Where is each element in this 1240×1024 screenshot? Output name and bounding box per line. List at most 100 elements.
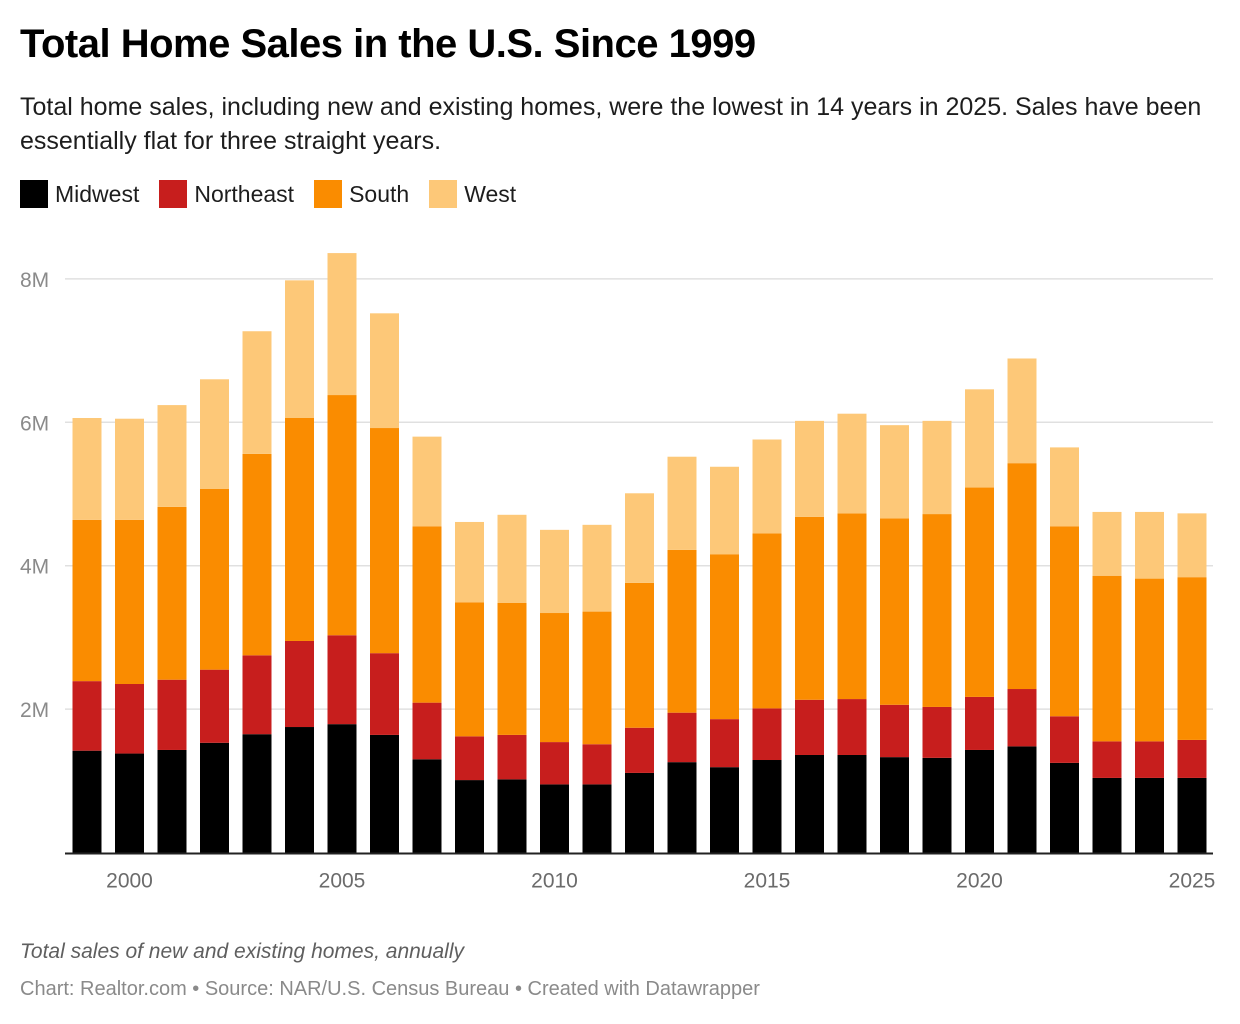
- bar-west-2011: [582, 524, 612, 612]
- bar-west-2021: [1007, 358, 1037, 464]
- bar-west-2022: [1050, 447, 1079, 527]
- bar-midwest-2014: [710, 767, 739, 853]
- bar-west-2007: [412, 436, 442, 527]
- bar-northeast-2002: [200, 669, 229, 743]
- bar-group-2014: [710, 466, 739, 853]
- bar-midwest-2011: [582, 784, 612, 853]
- bar-midwest-2010: [540, 784, 569, 853]
- bar-northeast-2015: [752, 708, 782, 761]
- bar-midwest-2002: [200, 742, 229, 853]
- bar-midwest-2008: [455, 780, 484, 853]
- bar-northeast-2008: [455, 736, 484, 781]
- bar-south-2023: [1092, 575, 1122, 742]
- y-tick-label: 6M: [20, 412, 49, 435]
- bar-northeast-2009: [497, 734, 527, 780]
- legend-label-midwest: Midwest: [55, 180, 140, 207]
- bar-south-2013: [667, 549, 697, 713]
- bar-west-2003: [242, 331, 272, 454]
- bar-group-2018: [880, 425, 909, 853]
- bar-group-2002: [200, 379, 229, 853]
- bar-midwest-2013: [667, 762, 697, 853]
- bar-west-2002: [200, 379, 229, 489]
- bar-northeast-2020: [965, 696, 994, 750]
- bar-midwest-2001: [157, 749, 187, 853]
- bar-south-2009: [497, 602, 527, 735]
- bar-south-2019: [922, 514, 952, 707]
- legend-swatch-south: [314, 180, 343, 208]
- bar-group-2003: [242, 331, 272, 853]
- bar-west-2019: [922, 420, 952, 515]
- bar-midwest-1999: [72, 750, 102, 853]
- y-axis-labels: 2M 4M 6M 8M: [20, 269, 49, 722]
- x-tick-label: 2005: [319, 870, 366, 893]
- legend-item-south: South: [314, 180, 409, 208]
- legend-label-west: West: [464, 180, 517, 207]
- bar-group-2013: [667, 456, 697, 853]
- x-axis-labels: 2000 2005 2010 2015 2020 2025: [106, 870, 1215, 893]
- bar-midwest-2018: [880, 757, 909, 853]
- bar-south-2008: [455, 602, 484, 737]
- bar-west-2012: [625, 493, 654, 583]
- bar-west-2020: [965, 389, 994, 488]
- bar-group-2001: [157, 405, 187, 853]
- chart-notes: Total sales of new and existing homes, a…: [20, 940, 464, 963]
- bar-group-2006: [370, 313, 399, 853]
- bar-south-2001: [157, 506, 187, 680]
- bar-group-2007: [412, 436, 442, 853]
- y-tick-label: 2M: [20, 699, 49, 722]
- bar-west-2008: [455, 521, 484, 603]
- bar-south-2020: [965, 487, 994, 697]
- x-tick-label: 2020: [956, 870, 1003, 893]
- bar-west-2006: [370, 313, 399, 429]
- bar-south-2022: [1050, 526, 1079, 717]
- bar-group-2000: [115, 418, 144, 853]
- bar-south-2003: [242, 453, 272, 656]
- bar-group-2015: [752, 439, 782, 853]
- bar-northeast-2025: [1177, 739, 1207, 778]
- bar-northeast-2016: [795, 699, 824, 755]
- bar-group-2008: [455, 521, 484, 853]
- bar-northeast-2021: [1007, 689, 1037, 747]
- bar-northeast-2018: [880, 704, 909, 758]
- x-tick-label: 2025: [1169, 870, 1216, 893]
- bar-west-2023: [1092, 511, 1122, 576]
- bar-midwest-2006: [370, 734, 399, 853]
- bar-northeast-2022: [1050, 716, 1079, 763]
- legend-swatch-midwest: [20, 180, 48, 208]
- bar-west-2015: [752, 439, 782, 534]
- bar-northeast-2003: [242, 655, 272, 735]
- bar-group-2020: [965, 389, 994, 853]
- bar-west-2014: [710, 466, 739, 555]
- legend-item-west: West: [429, 180, 516, 208]
- bar-south-2006: [370, 428, 399, 654]
- bar-midwest-2007: [412, 759, 442, 853]
- bar-west-2016: [795, 420, 824, 517]
- bar-northeast-2019: [922, 706, 952, 758]
- bar-west-2009: [497, 514, 527, 603]
- x-tick-label: 2000: [106, 870, 153, 893]
- bar-group-2025: [1177, 513, 1207, 853]
- legend: Midwest Northeast South West: [20, 180, 536, 208]
- x-tick-label: 2015: [744, 870, 791, 893]
- bar-midwest-2024: [1135, 777, 1164, 853]
- y-tick-label: 8M: [20, 269, 49, 292]
- bar-northeast-2013: [667, 712, 697, 763]
- bar-west-2010: [540, 529, 569, 614]
- bar-west-2018: [880, 425, 909, 519]
- bar-south-2021: [1007, 463, 1037, 690]
- bar-group-2009: [497, 514, 527, 853]
- bar-midwest-2017: [837, 754, 867, 853]
- bar-west-2025: [1177, 513, 1207, 578]
- bar-group-2011: [582, 524, 612, 853]
- bar-south-2011: [582, 611, 612, 745]
- bar-midwest-2015: [752, 760, 782, 853]
- bar-west-2013: [667, 456, 697, 550]
- bar-midwest-2021: [1007, 746, 1037, 853]
- bar-northeast-2011: [582, 744, 612, 785]
- bar-group-2023: [1092, 511, 1122, 853]
- bar-midwest-2022: [1050, 762, 1079, 853]
- bar-west-2024: [1135, 511, 1164, 579]
- stacked-bar-chart: 2M 4M 6M 8M 2000 2005 2010 2015 2020 2025: [20, 253, 1215, 893]
- bar-south-2007: [412, 526, 442, 703]
- bar-south-2014: [710, 554, 739, 720]
